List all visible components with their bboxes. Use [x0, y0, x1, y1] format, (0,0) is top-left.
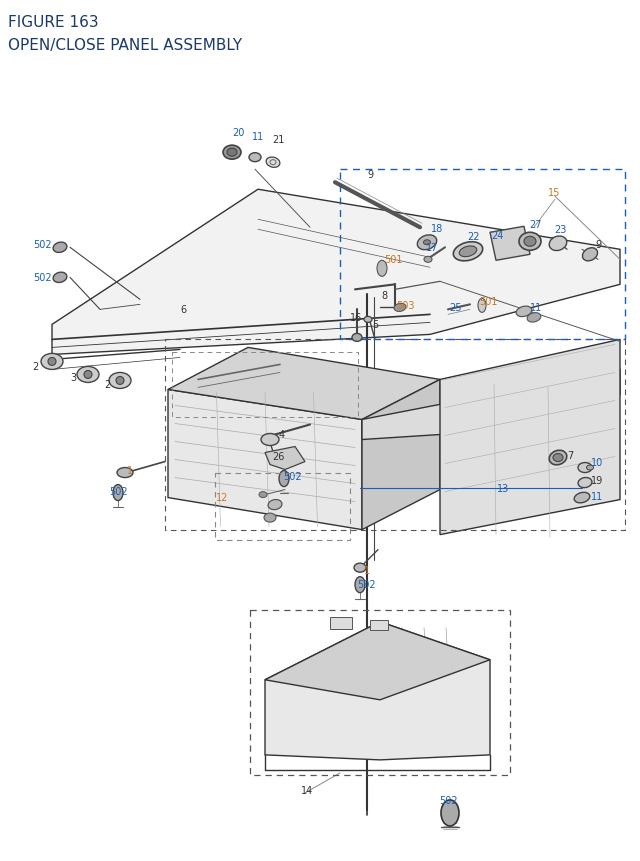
Text: 503: 503	[396, 301, 414, 311]
Text: 7: 7	[567, 450, 573, 460]
Text: 3: 3	[70, 373, 76, 383]
Text: 15: 15	[548, 188, 560, 198]
Ellipse shape	[279, 471, 289, 487]
Ellipse shape	[261, 434, 279, 446]
Ellipse shape	[352, 334, 362, 342]
Text: 18: 18	[431, 224, 443, 234]
Text: 502: 502	[358, 579, 376, 589]
Ellipse shape	[578, 478, 592, 488]
Polygon shape	[440, 340, 620, 535]
Ellipse shape	[582, 249, 598, 262]
Ellipse shape	[578, 463, 592, 473]
Text: 16: 16	[350, 313, 362, 323]
Text: 2: 2	[104, 380, 110, 390]
Text: 26: 26	[272, 451, 284, 461]
Text: 10: 10	[591, 457, 603, 467]
Text: 19: 19	[591, 475, 603, 485]
Polygon shape	[362, 380, 440, 530]
Text: 9: 9	[367, 170, 373, 180]
Text: 9: 9	[595, 240, 601, 250]
Ellipse shape	[48, 358, 56, 366]
Text: 11: 11	[252, 132, 264, 142]
Text: 11: 11	[530, 303, 542, 313]
Ellipse shape	[516, 307, 532, 317]
Text: FIGURE 163: FIGURE 163	[8, 15, 99, 30]
Text: 21: 21	[272, 135, 284, 145]
Text: 20: 20	[232, 128, 244, 138]
Ellipse shape	[549, 451, 567, 465]
Ellipse shape	[394, 304, 406, 312]
Polygon shape	[265, 622, 490, 760]
Ellipse shape	[549, 237, 567, 251]
Text: 4: 4	[279, 429, 285, 439]
Ellipse shape	[424, 257, 432, 263]
Text: 22: 22	[467, 232, 479, 242]
Polygon shape	[168, 348, 440, 420]
Ellipse shape	[524, 237, 536, 247]
Polygon shape	[265, 447, 305, 470]
Ellipse shape	[574, 492, 590, 504]
Bar	[330, 617, 352, 629]
Polygon shape	[490, 227, 530, 261]
Ellipse shape	[84, 371, 92, 379]
Text: 501: 501	[479, 297, 497, 307]
Text: 11: 11	[591, 491, 603, 501]
Text: 1: 1	[127, 465, 133, 475]
Polygon shape	[265, 622, 490, 700]
Text: 502: 502	[33, 240, 51, 250]
Text: 1: 1	[364, 565, 370, 575]
Ellipse shape	[553, 454, 563, 462]
Ellipse shape	[77, 367, 99, 383]
Polygon shape	[168, 390, 362, 530]
Bar	[370, 620, 388, 630]
Text: 23: 23	[554, 225, 566, 235]
Ellipse shape	[417, 236, 436, 251]
Text: OPEN/CLOSE PANEL ASSEMBLY: OPEN/CLOSE PANEL ASSEMBLY	[8, 38, 242, 53]
Text: 27: 27	[529, 220, 541, 230]
Ellipse shape	[527, 313, 541, 323]
Ellipse shape	[113, 485, 123, 501]
Polygon shape	[362, 370, 620, 440]
Polygon shape	[52, 190, 620, 355]
Ellipse shape	[116, 377, 124, 385]
Text: 24: 24	[491, 231, 503, 241]
Ellipse shape	[478, 299, 486, 313]
Text: 6: 6	[180, 305, 186, 315]
Ellipse shape	[441, 800, 459, 826]
Text: 13: 13	[497, 483, 509, 493]
Text: 501: 501	[384, 255, 403, 265]
Ellipse shape	[249, 153, 261, 163]
Ellipse shape	[109, 373, 131, 389]
Text: 25: 25	[449, 303, 461, 313]
Ellipse shape	[377, 261, 387, 277]
Ellipse shape	[453, 243, 483, 262]
Ellipse shape	[223, 146, 241, 160]
Ellipse shape	[264, 513, 276, 523]
Text: 8: 8	[381, 291, 387, 301]
Ellipse shape	[519, 233, 541, 251]
Ellipse shape	[53, 243, 67, 253]
Ellipse shape	[460, 246, 477, 257]
Ellipse shape	[355, 577, 365, 593]
Ellipse shape	[586, 466, 593, 470]
Text: 502: 502	[109, 486, 127, 496]
Ellipse shape	[259, 492, 267, 498]
Ellipse shape	[354, 563, 366, 573]
Text: 12: 12	[216, 492, 228, 502]
Ellipse shape	[364, 317, 372, 323]
Ellipse shape	[268, 500, 282, 510]
Text: 5: 5	[372, 320, 378, 330]
Ellipse shape	[53, 273, 67, 283]
Text: 17: 17	[426, 243, 438, 253]
Ellipse shape	[266, 158, 280, 168]
Ellipse shape	[424, 240, 431, 245]
Text: 502: 502	[33, 273, 51, 283]
Text: 502: 502	[283, 471, 301, 481]
Ellipse shape	[227, 149, 237, 157]
Ellipse shape	[41, 354, 63, 370]
Ellipse shape	[117, 468, 133, 478]
Text: 14: 14	[301, 785, 313, 795]
Text: 2: 2	[32, 362, 38, 372]
Text: 502: 502	[440, 795, 458, 805]
